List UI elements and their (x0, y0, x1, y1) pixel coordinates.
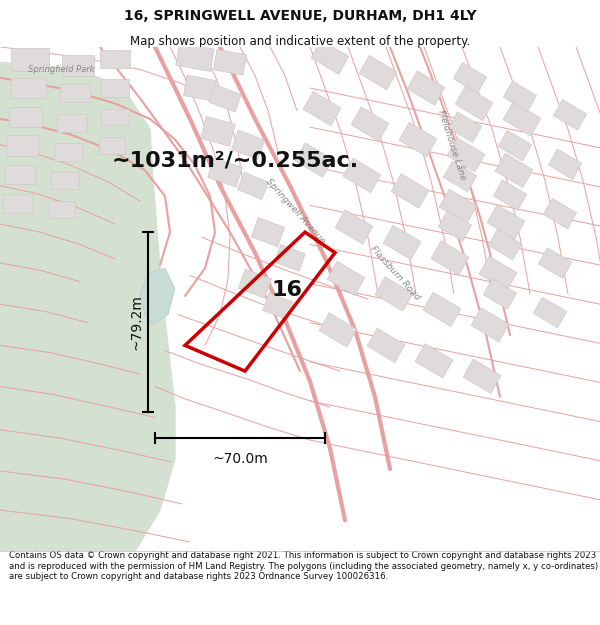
Bar (415, 344, 453, 378)
Bar (493, 180, 527, 211)
Bar (443, 161, 476, 192)
Bar (232, 130, 265, 159)
Bar (319, 312, 357, 347)
Text: Map shows position and indicative extent of the property.: Map shows position and indicative extent… (130, 35, 470, 48)
Bar (367, 328, 405, 362)
Bar (538, 248, 572, 278)
Bar (447, 138, 485, 172)
Text: ~79.2m: ~79.2m (129, 294, 143, 350)
Bar (343, 158, 381, 192)
Text: ~70.0m: ~70.0m (212, 452, 268, 466)
Bar (49, 201, 75, 217)
Bar (327, 261, 365, 296)
Bar (455, 86, 493, 121)
Bar (303, 91, 341, 126)
Bar (423, 292, 461, 326)
Bar (439, 211, 472, 241)
Bar (101, 79, 129, 98)
Text: ~1031m²/~0.255ac.: ~1031m²/~0.255ac. (112, 150, 359, 170)
Bar (238, 173, 268, 199)
Bar (439, 189, 477, 224)
Bar (544, 198, 577, 229)
Bar (533, 298, 566, 328)
Text: Flassburn Road: Flassburn Road (368, 244, 422, 302)
Bar (3, 194, 33, 213)
Bar (6, 136, 38, 156)
Bar (463, 359, 501, 393)
Bar (335, 210, 373, 244)
Bar (57, 114, 87, 132)
Bar (51, 173, 79, 189)
Bar (8, 107, 41, 127)
Bar (311, 40, 349, 74)
Text: Springwell Avenue: Springwell Avenue (263, 177, 326, 246)
Bar (5, 165, 35, 184)
Bar (484, 279, 517, 309)
Bar (263, 293, 293, 319)
Bar (295, 143, 333, 177)
Bar (488, 229, 521, 260)
Bar (553, 99, 587, 130)
Bar (176, 43, 214, 71)
Bar (487, 205, 525, 239)
Text: Springfield Park: Springfield Park (28, 65, 95, 74)
Text: Contains OS data © Crown copyright and database right 2021. This information is : Contains OS data © Crown copyright and d… (9, 551, 598, 581)
Bar (208, 158, 242, 187)
Bar (200, 116, 235, 146)
Bar (407, 71, 445, 105)
Bar (351, 107, 389, 141)
Bar (11, 78, 46, 98)
Polygon shape (0, 62, 175, 551)
Bar (60, 84, 90, 102)
Bar (495, 153, 533, 188)
Bar (62, 55, 94, 76)
Bar (251, 217, 284, 247)
Bar (54, 142, 82, 161)
Bar (375, 277, 413, 311)
Bar (99, 138, 125, 154)
Bar (101, 109, 129, 125)
Bar (499, 131, 532, 161)
Polygon shape (140, 268, 175, 325)
Bar (548, 149, 581, 179)
Bar (503, 81, 536, 111)
Text: 16: 16 (272, 280, 303, 300)
Text: Fieldhouse Lane: Fieldhouse Lane (436, 109, 467, 181)
Bar (184, 75, 217, 101)
Bar (454, 62, 487, 93)
Bar (383, 225, 421, 259)
Bar (479, 256, 517, 291)
Bar (214, 49, 247, 75)
Bar (238, 269, 272, 298)
Bar (100, 50, 130, 69)
Bar (399, 122, 437, 157)
Bar (209, 85, 241, 112)
Bar (503, 102, 541, 136)
Text: 16, SPRINGWELL AVENUE, DURHAM, DH1 4LY: 16, SPRINGWELL AVENUE, DURHAM, DH1 4LY (124, 9, 476, 23)
Bar (391, 174, 429, 208)
Bar (275, 244, 305, 271)
Bar (431, 241, 469, 275)
Bar (11, 48, 49, 71)
Bar (359, 56, 397, 90)
Bar (448, 112, 482, 142)
Bar (471, 308, 509, 342)
